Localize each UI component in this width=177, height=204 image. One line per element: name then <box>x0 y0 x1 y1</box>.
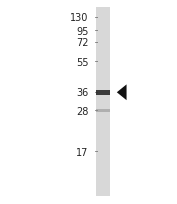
Bar <box>96 90 110 95</box>
Text: 95: 95 <box>76 27 88 37</box>
Bar <box>95 18 98 19</box>
Text: 17: 17 <box>76 147 88 157</box>
Bar <box>96 110 110 113</box>
Text: 36: 36 <box>76 88 88 98</box>
Text: 55: 55 <box>76 57 88 67</box>
Bar <box>95 62 98 63</box>
Bar <box>95 92 98 93</box>
Bar <box>96 8 110 196</box>
Text: 28: 28 <box>76 106 88 116</box>
Text: 130: 130 <box>70 13 88 23</box>
Polygon shape <box>117 85 127 101</box>
Bar <box>95 111 98 112</box>
Bar <box>95 31 98 32</box>
Bar <box>95 42 98 43</box>
Text: 72: 72 <box>76 38 88 48</box>
Bar <box>95 152 98 153</box>
